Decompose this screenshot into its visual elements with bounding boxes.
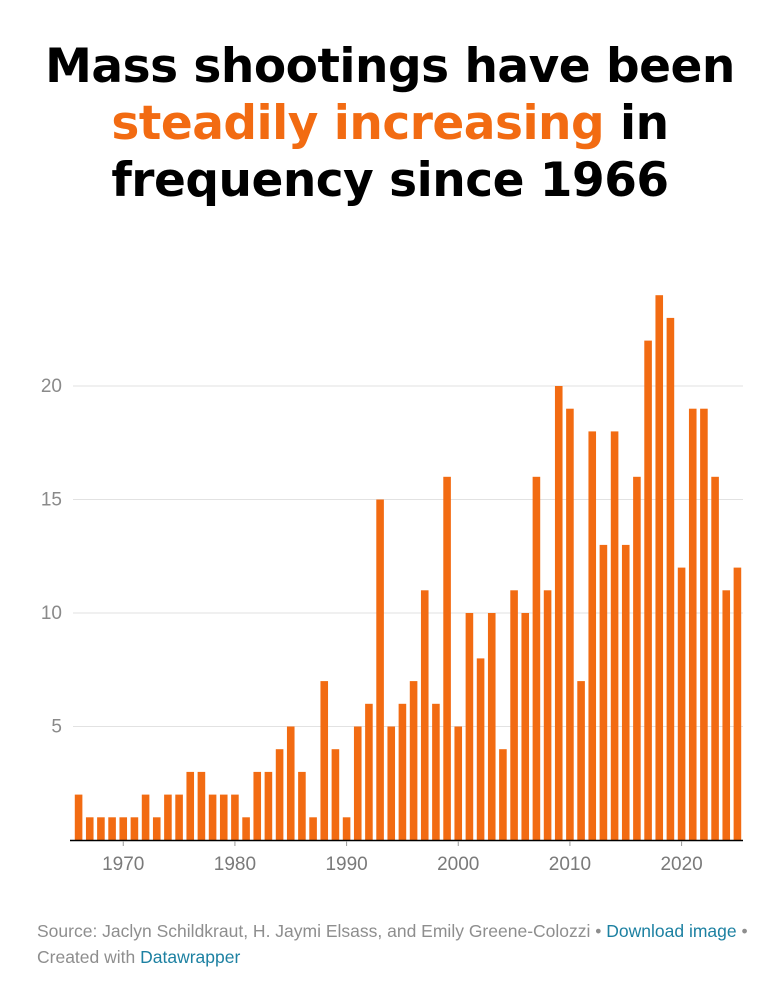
bar-2015 <box>621 544 630 840</box>
title-line-3: frequency since 1966 <box>111 153 669 208</box>
bar-1985 <box>286 726 295 840</box>
bars <box>74 295 742 840</box>
bar-1967 <box>85 817 94 840</box>
datawrapper-link[interactable]: Datawrapper <box>140 947 241 967</box>
title-line-2-rest: in <box>604 96 669 151</box>
bar-2002 <box>476 658 485 840</box>
bar-1981 <box>242 817 250 840</box>
bar-2022 <box>700 408 708 840</box>
bar-2009 <box>554 386 563 840</box>
bar-2007 <box>532 476 541 840</box>
bar-2014 <box>610 431 619 840</box>
bar-1992 <box>365 703 373 840</box>
bar-2006 <box>521 613 530 840</box>
bar-1991 <box>353 726 362 840</box>
bar-1979 <box>219 794 228 840</box>
y-tick-5: 5 <box>51 717 62 738</box>
bar-1995 <box>398 703 407 840</box>
footer: Source: Jaclyn Schildkraut, H. Jaymi Els… <box>37 918 757 970</box>
bar-1982 <box>253 771 262 840</box>
footer-separator: • <box>590 921 607 941</box>
bar-chart: 5 10 15 20 1970 1980 1990 2000 2010 2020 <box>41 295 743 875</box>
bar-1984 <box>275 749 284 840</box>
y-tick-labels: 5 10 15 20 <box>41 376 62 738</box>
bar-2019 <box>666 317 675 840</box>
bar-1987 <box>309 817 317 840</box>
title-highlight: steadily increasing <box>111 96 605 151</box>
bar-1971 <box>130 817 139 840</box>
bar-1997 <box>420 590 429 840</box>
bar-2001 <box>465 613 474 840</box>
bar-1977 <box>197 771 206 840</box>
bar-1986 <box>298 771 306 840</box>
bar-1996 <box>409 681 418 840</box>
download-image-link[interactable]: Download image <box>606 921 737 941</box>
bar-1980 <box>231 794 239 840</box>
bar-2004 <box>499 749 507 840</box>
bar-1983 <box>264 771 273 840</box>
x-tick-2000: 2000 <box>437 854 479 875</box>
bar-1973 <box>152 817 161 840</box>
bar-1988 <box>320 681 329 840</box>
bar-2020 <box>677 567 686 840</box>
gridlines <box>73 385 743 727</box>
bar-1999 <box>443 476 451 840</box>
bar-1974 <box>164 794 172 840</box>
bar-2017 <box>644 340 652 840</box>
bar-2012 <box>588 431 597 840</box>
chart-title: Mass shootings have been steadily increa… <box>0 38 780 209</box>
bar-2025 <box>733 567 742 840</box>
x-tick-2020: 2020 <box>660 854 702 875</box>
bar-2000 <box>454 726 463 840</box>
title-line-1: Mass shootings have been <box>45 39 735 94</box>
bar-2013 <box>599 544 608 840</box>
bar-1989 <box>331 749 340 840</box>
bar-2018 <box>655 295 664 840</box>
bar-1978 <box>208 794 217 840</box>
y-tick-15: 15 <box>41 490 62 511</box>
y-tick-20: 20 <box>41 376 62 397</box>
bar-1972 <box>141 794 150 840</box>
bar-1994 <box>387 726 396 840</box>
bar-1990 <box>342 817 351 840</box>
x-tick-1970: 1970 <box>102 854 144 875</box>
title-line-2: steadily increasing in <box>0 95 780 152</box>
y-tick-10: 10 <box>41 603 62 624</box>
x-tick-labels: 1970 1980 1990 2000 2010 2020 <box>102 841 703 875</box>
bar-1976 <box>186 771 195 840</box>
x-tick-1990: 1990 <box>325 854 367 875</box>
bar-2016 <box>633 476 641 840</box>
created-with-text: • Created with <box>37 921 748 967</box>
bar-2003 <box>487 613 496 840</box>
x-tick-2010: 2010 <box>549 854 591 875</box>
bar-1993 <box>376 499 384 840</box>
bar-1968 <box>97 817 105 840</box>
bar-2008 <box>543 590 552 840</box>
bar-2023 <box>711 476 719 840</box>
bar-2021 <box>688 408 697 840</box>
bar-1998 <box>432 703 440 840</box>
bar-1969 <box>108 817 116 840</box>
bar-1975 <box>175 794 183 840</box>
source-text: Source: Jaclyn Schildkraut, H. Jaymi Els… <box>37 921 591 941</box>
bar-1970 <box>119 817 128 840</box>
bar-1966 <box>74 794 83 840</box>
bar-2024 <box>722 590 731 840</box>
bar-2011 <box>577 681 585 840</box>
x-tick-1980: 1980 <box>214 854 256 875</box>
bar-2005 <box>510 590 518 840</box>
bar-2010 <box>566 408 574 840</box>
